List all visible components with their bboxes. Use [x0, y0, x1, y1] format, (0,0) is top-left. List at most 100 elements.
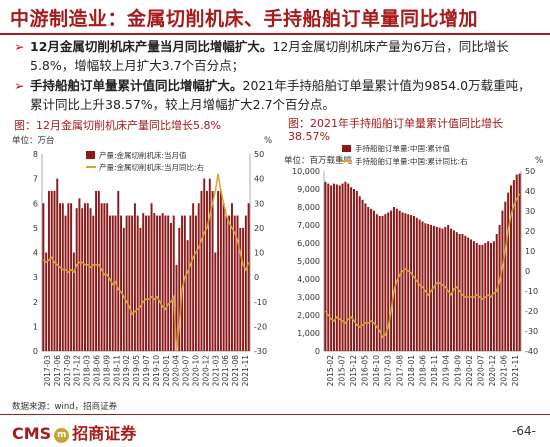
bar: [142, 213, 145, 351]
bar: [103, 203, 106, 351]
y-tick-left: 6,000: [297, 239, 320, 248]
bar: [53, 190, 56, 351]
bar: [89, 208, 92, 351]
bar: [372, 210, 375, 351]
bar: [444, 226, 447, 351]
x-tick-label: 2019-10: [152, 355, 161, 387]
bar: [481, 244, 484, 351]
x-tick-label: 2018-06: [92, 355, 101, 387]
y-tick-left: 3,000: [297, 293, 320, 302]
y-tick-right: 40: [525, 187, 535, 196]
bar: [64, 215, 67, 351]
bar: [164, 215, 167, 351]
bar: [498, 225, 501, 351]
y-tick-right: 20: [525, 227, 535, 236]
x-tick-label: 2021-06: [500, 355, 509, 387]
bar: [441, 228, 444, 351]
x-tick-label: 2017-12: [73, 355, 82, 387]
bar: [358, 196, 361, 351]
chart-ship-orders: 单位：百万载重吨 % 手持船舶订单量:中国:累计值手持船舶订单量:中国:累计同比:右…: [284, 145, 543, 387]
bar: [194, 215, 197, 351]
brand-text-cn: 招商证券: [72, 424, 137, 443]
page-number: -64-: [512, 424, 536, 438]
bar: [139, 227, 142, 352]
y-tick-right: -30: [525, 327, 538, 336]
bar: [504, 201, 507, 351]
y-tick-right: 0: [254, 273, 259, 282]
bar: [335, 184, 338, 351]
bar: [45, 252, 48, 351]
x-tick-label: 2017-03: [43, 355, 52, 387]
bar: [461, 234, 464, 351]
bar: [183, 215, 186, 351]
bar: [375, 214, 378, 351]
y-tick-right: -20: [525, 307, 538, 316]
x-tick-label: 2020-04: [172, 355, 181, 387]
bar: [108, 215, 111, 351]
bullet-text: 12月金属切削机床产量为6万台，同比增长5.8%，增幅较上月扩大3.7个百分点；: [30, 39, 509, 73]
bar: [370, 208, 373, 351]
bar: [145, 215, 147, 351]
bar: [247, 203, 250, 351]
legend-swatch-bar: [86, 151, 95, 159]
bar: [338, 185, 341, 351]
y-tick-right: 50: [525, 167, 535, 176]
bar: [455, 232, 458, 351]
x-tick-label: 2021-06: [221, 355, 230, 387]
y-tick-right: 10: [525, 247, 535, 256]
bar: [515, 174, 518, 351]
bar: [458, 234, 461, 351]
legend-label-line: 产量:金属切削机床:当月同比:右: [99, 162, 205, 172]
bar: [467, 237, 470, 351]
y-tick-left: 2: [33, 298, 38, 307]
chevron-right-icon: ➢: [14, 78, 25, 93]
bar: [424, 223, 427, 351]
bar: [72, 252, 75, 351]
bar: [222, 203, 225, 351]
bar: [244, 215, 247, 351]
bar: [153, 213, 156, 351]
x-tick-label: 2020-01: [162, 355, 171, 387]
bar: [236, 215, 239, 351]
x-tick-label: 2017-08: [395, 355, 404, 387]
chevron-right-icon: ➢: [14, 39, 25, 54]
y-tick-left: 8,000: [297, 203, 320, 212]
y-tick-right: -30: [254, 347, 267, 356]
bar: [341, 183, 344, 351]
x-tick-label: 2017-03: [384, 355, 393, 387]
left-unit-label: 单位：百万载重吨: [284, 155, 353, 166]
bar: [392, 207, 395, 351]
bar: [401, 212, 404, 351]
bar: [447, 225, 450, 351]
bar: [327, 183, 330, 351]
bar: [518, 173, 521, 351]
y-tick-right: 30: [525, 207, 535, 216]
brand-logo: CMS m 招商证券: [12, 420, 136, 444]
bar: [136, 215, 139, 351]
bar: [50, 190, 53, 351]
y-tick-left: 1,000: [297, 329, 320, 338]
x-tick-label: 2018-11: [430, 355, 439, 387]
series-line: [324, 193, 521, 339]
x-tick-label: 2015-07: [337, 355, 346, 387]
x-tick-label: 2018-09: [102, 355, 111, 387]
x-tick-label: 2018-06: [419, 355, 428, 387]
bar: [364, 203, 367, 351]
bullet-bold: 手持船舶订单量累计值同比增幅扩大。: [30, 78, 243, 93]
bar: [239, 227, 242, 352]
y-tick-left: 5: [33, 224, 38, 233]
bar: [398, 210, 401, 351]
bar: [208, 178, 211, 352]
bullet-bold: 12月金属切削机床产量当月同比增幅扩大。: [30, 39, 273, 54]
bar: [203, 178, 206, 352]
x-tick-label: 2020-12: [201, 355, 210, 387]
bar: [438, 227, 441, 351]
left-unit-label: 单位：万台: [12, 135, 55, 146]
x-tick-label: 2021-11: [241, 355, 250, 387]
bar: [231, 203, 233, 351]
bar: [167, 215, 170, 351]
bar: [361, 199, 364, 351]
bar: [181, 215, 184, 351]
bar: [78, 198, 81, 351]
